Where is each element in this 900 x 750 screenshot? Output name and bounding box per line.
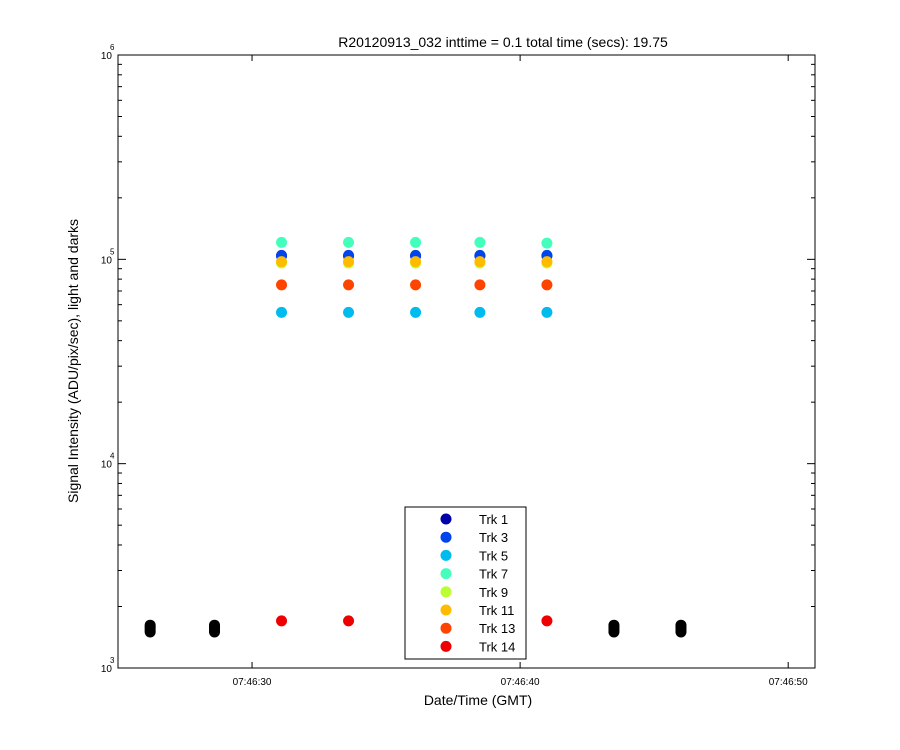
point-trk-7 (410, 236, 422, 248)
legend-label: Trk 5 (479, 548, 508, 563)
point-trk-13 (410, 279, 422, 291)
x-axis-ticks: 07:46:30 07:46:40 07:46:50 (233, 55, 808, 688)
point-trk-13 (343, 279, 355, 291)
data-points (144, 236, 687, 638)
legend-marker (440, 549, 452, 561)
point-trk-5 (541, 306, 553, 318)
legend-marker (440, 622, 452, 634)
legend-marker (440, 531, 452, 543)
y-tick-exponent: 5 (110, 247, 115, 256)
y-tick-exponent: 3 (110, 656, 115, 665)
dark-point (209, 619, 221, 631)
y-tick-label: 10 (101, 664, 113, 675)
legend-label: Trk 13 (479, 621, 515, 636)
legend-label: Trk 11 (479, 603, 514, 618)
legend-marker (440, 640, 452, 652)
point-trk-5 (474, 306, 486, 318)
dark-point (144, 619, 156, 631)
legend-label: Trk 7 (479, 567, 508, 582)
legend-box (404, 506, 527, 660)
y-axis-label: Signal Intensity (ADU/pix/sec), light an… (65, 219, 81, 503)
point-trk-7 (541, 237, 553, 249)
point-trk-14 (541, 615, 553, 627)
legend-label: Trk 3 (479, 530, 508, 545)
y-tick-exponent: 4 (110, 452, 115, 461)
point-trk-11 (276, 256, 288, 268)
legend-marker (440, 568, 452, 580)
y-tick-base: 10 (101, 255, 113, 266)
x-tick-label: 07:46:30 (233, 677, 272, 688)
y-tick-base: 10 (101, 460, 113, 471)
point-trk-11 (343, 256, 355, 268)
point-trk-13 (474, 279, 486, 291)
x-tick-label: 07:46:50 (769, 677, 808, 688)
y-tick-label: 10 (101, 255, 113, 266)
dark-point (675, 619, 687, 631)
point-trk-7 (474, 236, 486, 248)
y-tick-label: 10 (101, 51, 113, 62)
point-trk-5 (410, 306, 422, 318)
y-tick-base: 10 (101, 51, 113, 62)
legend-marker (440, 586, 452, 598)
legend-label: Trk 14 (479, 639, 515, 654)
x-axis-label: Date/Time (GMT) (424, 692, 532, 708)
legend: Trk 1 Trk 3 Trk 5 Trk 7 Trk 9 Trk 11 Trk 13 Trk… (404, 506, 527, 660)
point-trk-11 (410, 256, 422, 268)
legend-marker (440, 513, 452, 525)
point-trk-11 (541, 256, 553, 268)
legend-marker (440, 604, 452, 616)
point-trk-14 (343, 615, 355, 627)
x-tick-label: 07:46:40 (501, 677, 540, 688)
legend-label: Trk 9 (479, 585, 508, 600)
point-trk-11 (474, 256, 486, 268)
legend-label: Trk 1 (479, 512, 508, 527)
point-trk-7 (343, 236, 355, 248)
point-trk-13 (276, 279, 288, 291)
chart-title: R20120913_032 inttime = 0.1 total time (… (338, 34, 668, 50)
dark-point (608, 619, 620, 631)
y-tick-label: 10 (101, 460, 113, 471)
point-trk-14 (276, 615, 288, 627)
point-trk-7 (276, 236, 288, 248)
y-tick-base: 10 (101, 664, 113, 675)
y-tick-exponent: 6 (110, 43, 115, 52)
point-trk-5 (343, 306, 355, 318)
point-trk-5 (276, 306, 288, 318)
point-trk-13 (541, 279, 553, 291)
